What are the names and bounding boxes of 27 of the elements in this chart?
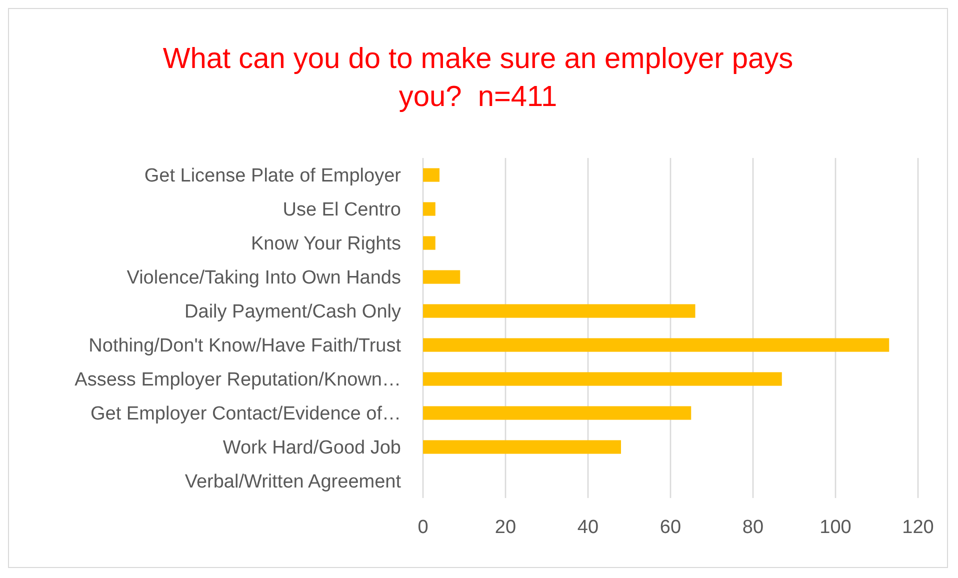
y-tick-label: Nothing/Don't Know/Have Faith/Trust [88,336,402,357]
y-tick-label: Get License Plate of Employer [144,166,402,187]
x-tick-label: 40 [577,517,599,538]
y-tick-label: Assess Employer Reputation/Known… [74,370,401,391]
bar [423,202,436,216]
bar [423,236,436,250]
y-tick-label: Know Your Rights [251,234,401,255]
x-tick-label: 100 [820,517,852,538]
bar [423,168,440,182]
bar [423,338,890,352]
x-tick-label: 80 [742,517,764,538]
y-tick-label: Daily Payment/Cash Only [184,302,402,323]
x-tick-label: 0 [418,517,428,538]
bar [423,440,621,454]
y-tick-label: Use El Centro [282,200,401,221]
y-tick-label: Get Employer Contact/Evidence of… [90,404,401,425]
x-tick-label: 20 [494,517,516,538]
bar [423,304,696,318]
chart-title: What can you do to make sure an employer pays you? n=411 [162,43,794,113]
bar [423,372,782,386]
y-tick-label: Violence/Taking Into Own Hands [126,268,401,289]
bar [423,270,460,284]
x-tick-label: 120 [902,517,934,538]
x-tick-label: 60 [660,517,682,538]
bar [423,406,692,420]
y-tick-label: Verbal/Written Agreement [184,472,402,493]
y-tick-label: Work Hard/Good Job [222,438,401,459]
